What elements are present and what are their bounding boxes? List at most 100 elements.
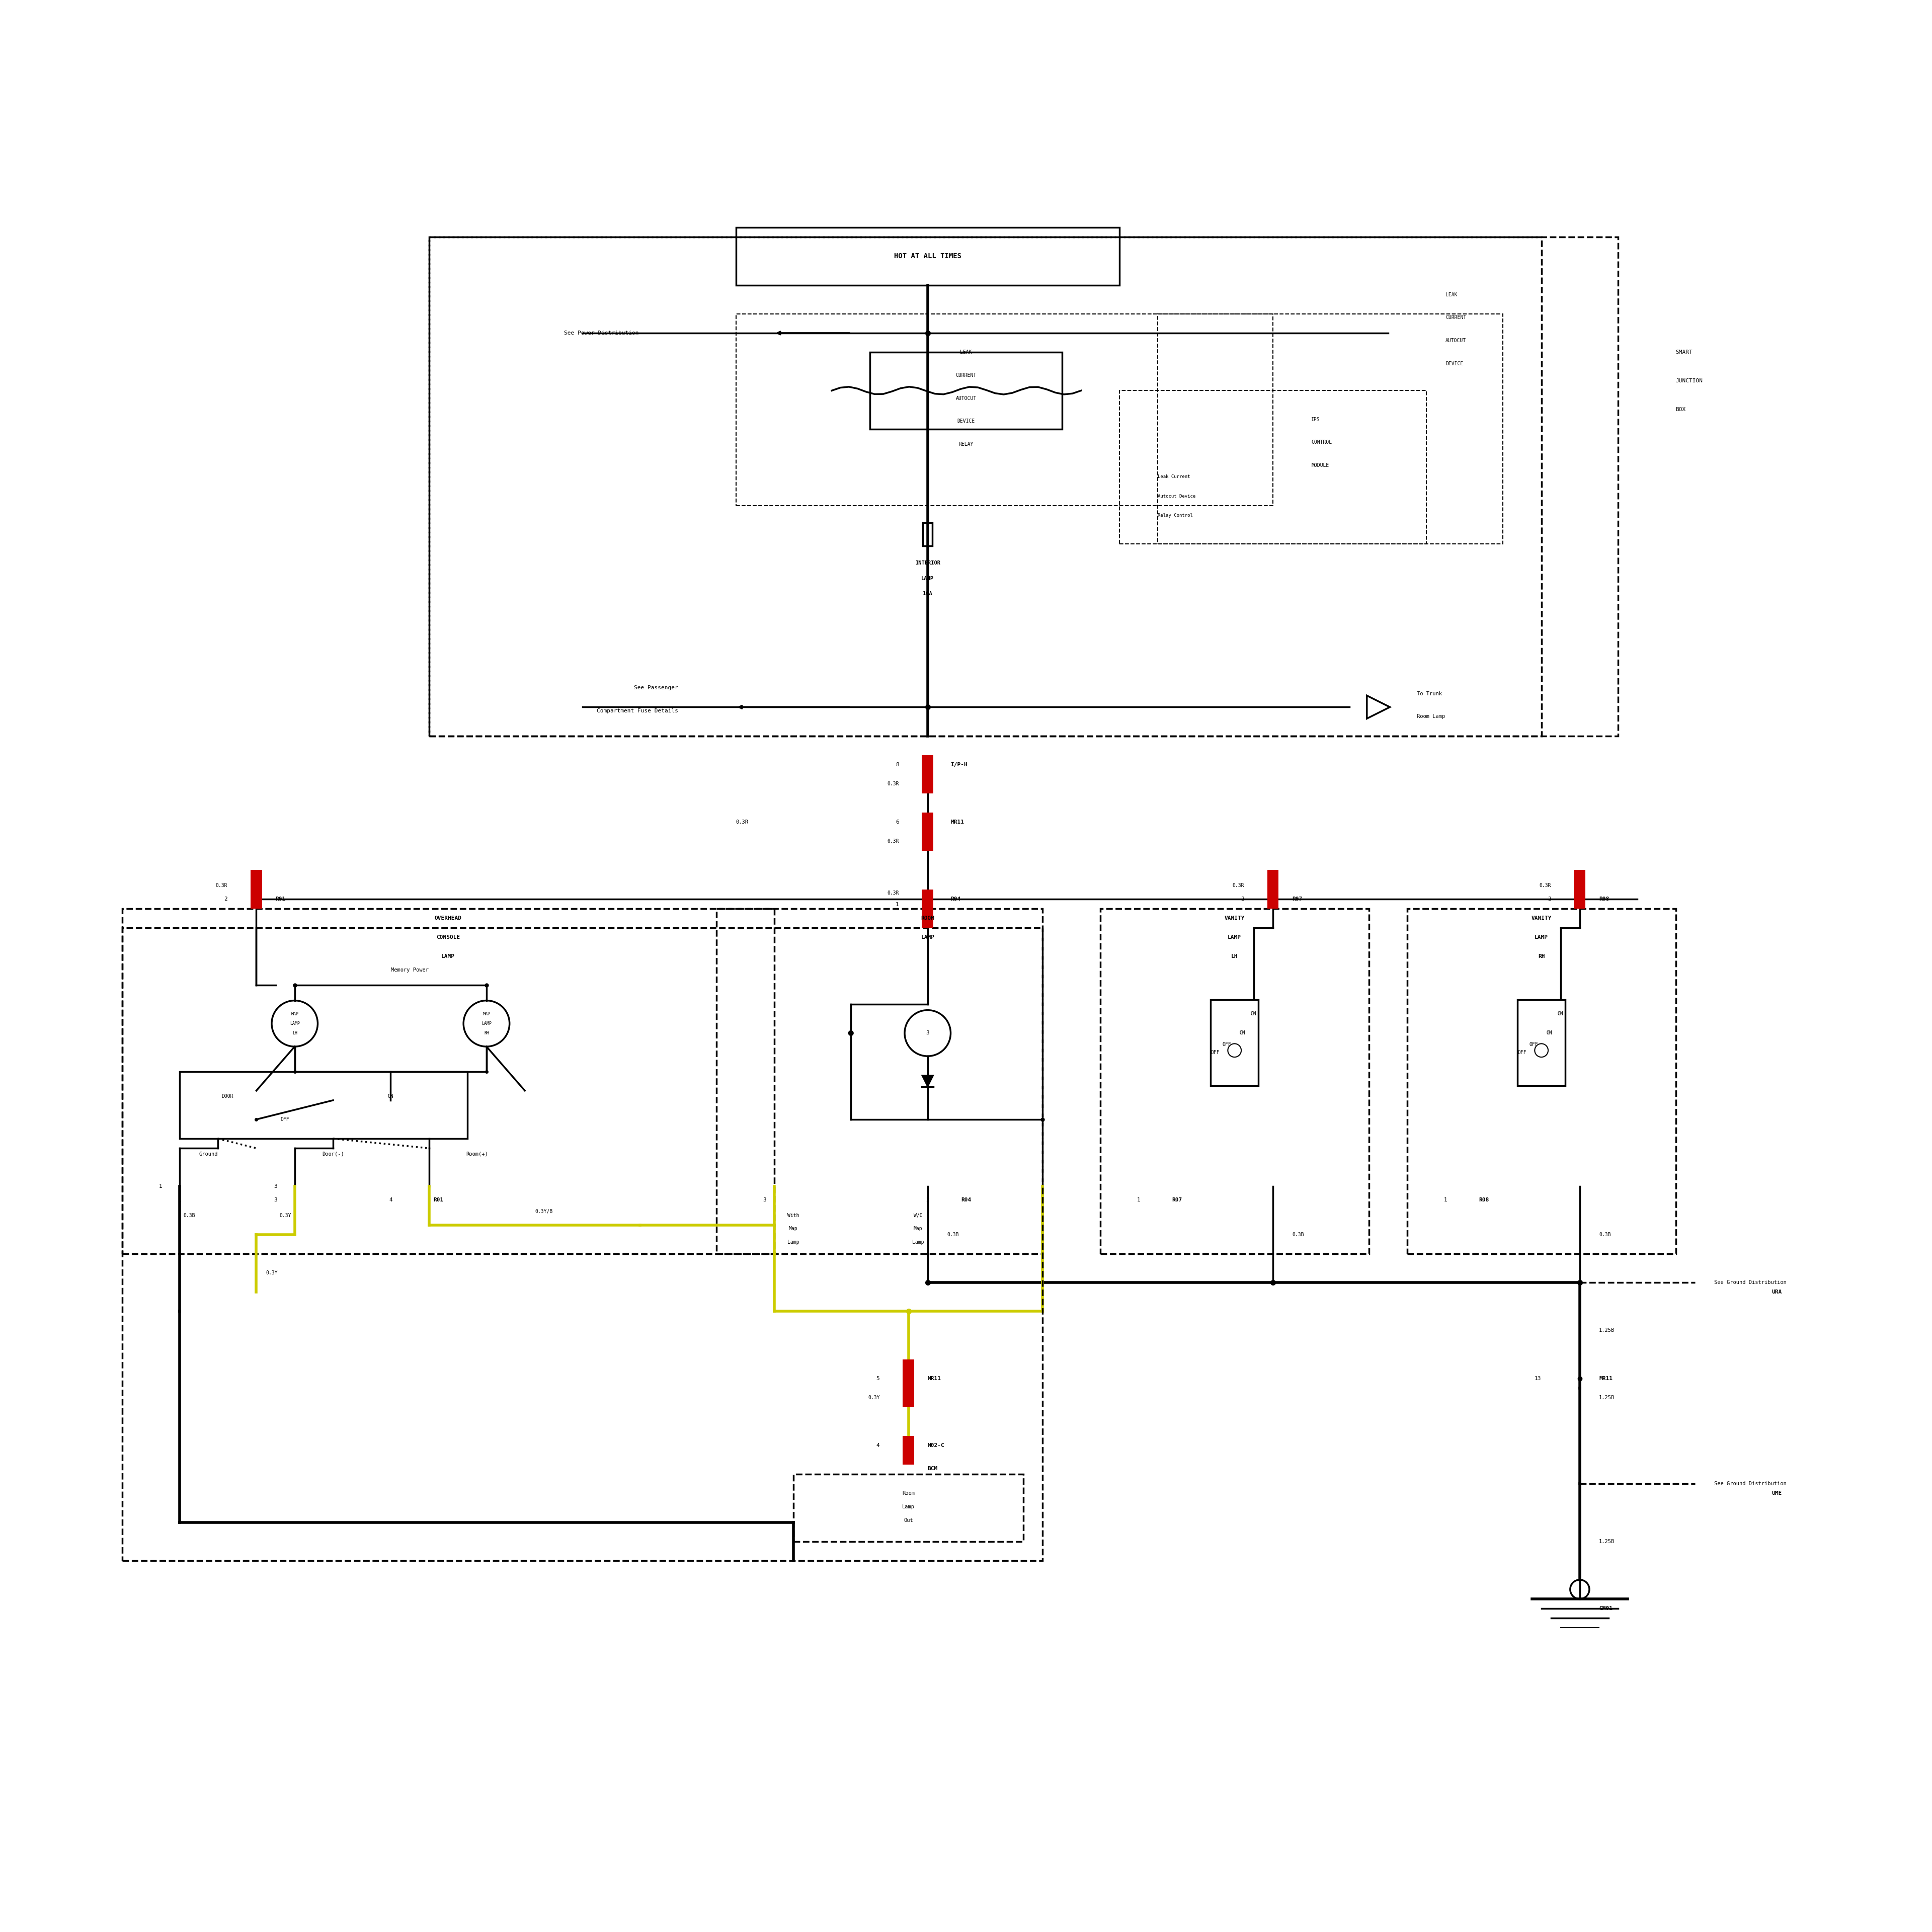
- Text: Room Lamp: Room Lamp: [1416, 715, 1445, 719]
- Text: Map: Map: [788, 1227, 798, 1231]
- Text: 1.25B: 1.25B: [1600, 1327, 1615, 1333]
- Text: 3: 3: [763, 1198, 767, 1202]
- Bar: [180, 1072, 468, 1138]
- Text: DEVICE: DEVICE: [956, 419, 976, 423]
- Text: ON: ON: [1238, 1030, 1244, 1036]
- Text: 4: 4: [388, 1198, 392, 1202]
- Text: 3: 3: [274, 1198, 276, 1202]
- Text: BOX: BOX: [1675, 408, 1687, 412]
- Text: Compartment Fuse Details: Compartment Fuse Details: [597, 709, 678, 713]
- Text: 1: 1: [1136, 1198, 1140, 1202]
- Bar: [251, 869, 263, 908]
- Text: AUTOCUT: AUTOCUT: [1445, 338, 1466, 344]
- Text: INTERIOR: INTERIOR: [916, 560, 941, 566]
- Text: Autocut Device: Autocut Device: [1157, 495, 1196, 498]
- Text: 0.3B: 0.3B: [947, 1233, 958, 1236]
- Text: 3: 3: [925, 1030, 929, 1036]
- Text: 2: 2: [1548, 896, 1551, 902]
- Text: 0.3R: 0.3R: [216, 883, 228, 889]
- Bar: [1575, 869, 1586, 908]
- Text: Out: Out: [904, 1519, 914, 1522]
- Text: IPS: IPS: [1312, 417, 1320, 421]
- Text: CONTROL: CONTROL: [1312, 440, 1331, 444]
- Text: BCM: BCM: [927, 1466, 937, 1470]
- Text: RH: RH: [1538, 954, 1546, 958]
- Text: RH: RH: [485, 1032, 489, 1036]
- Text: ON: ON: [1250, 1012, 1256, 1016]
- Text: 0.3Y: 0.3Y: [267, 1271, 278, 1275]
- Bar: [869, 352, 1063, 429]
- Text: 0.3B: 0.3B: [184, 1213, 195, 1217]
- Text: OFF: OFF: [1211, 1049, 1219, 1055]
- Bar: [122, 908, 775, 1254]
- Bar: [922, 889, 933, 927]
- Text: Map: Map: [914, 1227, 922, 1231]
- Text: 0.3R: 0.3R: [1540, 883, 1551, 889]
- Text: JUNCTION: JUNCTION: [1675, 379, 1702, 384]
- Text: R01: R01: [276, 896, 286, 902]
- Text: 1: 1: [895, 902, 898, 908]
- Text: 0.3R: 0.3R: [887, 891, 898, 896]
- Text: 0.3R: 0.3R: [887, 781, 898, 786]
- Text: Leak Current: Leak Current: [1157, 475, 1190, 479]
- Text: 3: 3: [274, 1184, 276, 1188]
- Text: R01: R01: [433, 1198, 444, 1202]
- Text: I/P-H: I/P-H: [951, 761, 968, 767]
- Text: See Passenger: See Passenger: [634, 686, 678, 690]
- Text: OFF: OFF: [1519, 1049, 1526, 1055]
- Text: SMART: SMART: [1675, 350, 1692, 355]
- Text: UME: UME: [1772, 1492, 1781, 1495]
- Bar: [922, 755, 933, 794]
- Text: 1: 1: [178, 1198, 182, 1202]
- Text: OFF: OFF: [1223, 1041, 1231, 1047]
- Text: R08: R08: [1600, 896, 1609, 902]
- Text: DEVICE: DEVICE: [1445, 361, 1463, 367]
- Text: LH: LH: [292, 1032, 298, 1036]
- Bar: [1099, 908, 1368, 1254]
- Text: LAMP: LAMP: [922, 576, 933, 582]
- Text: CONSOLE: CONSOLE: [437, 935, 460, 939]
- Bar: [1406, 908, 1675, 1254]
- Bar: [717, 908, 1043, 1254]
- Bar: [902, 1360, 914, 1406]
- Text: VANITY: VANITY: [1225, 916, 1244, 920]
- Bar: [923, 524, 933, 547]
- Text: GM01: GM01: [1600, 1605, 1613, 1611]
- Text: MR11: MR11: [927, 1376, 941, 1381]
- Text: R08: R08: [1478, 1198, 1490, 1202]
- Bar: [429, 238, 1542, 736]
- Text: URA: URA: [1772, 1289, 1781, 1294]
- Text: MODULE: MODULE: [1312, 464, 1329, 468]
- Text: 0.3B: 0.3B: [1293, 1233, 1304, 1236]
- Text: Room: Room: [902, 1492, 914, 1495]
- Text: ON: ON: [1557, 1012, 1563, 1016]
- Polygon shape: [922, 1076, 933, 1088]
- Text: MR11: MR11: [1600, 1376, 1613, 1381]
- Text: 0.3Y: 0.3Y: [867, 1395, 879, 1401]
- Bar: [922, 813, 933, 850]
- Text: 0.3R: 0.3R: [736, 819, 748, 825]
- Text: 8: 8: [895, 761, 898, 767]
- Bar: [736, 228, 1119, 286]
- Text: VANITY: VANITY: [1532, 916, 1551, 920]
- Text: W/O: W/O: [914, 1213, 922, 1217]
- Text: CURRENT: CURRENT: [1445, 315, 1466, 321]
- Text: 0.3Y/B: 0.3Y/B: [535, 1209, 553, 1213]
- Text: 0.3Y: 0.3Y: [280, 1213, 292, 1217]
- Bar: [1517, 999, 1565, 1086]
- Text: ON: ON: [1546, 1030, 1551, 1036]
- Text: Memory Power: Memory Power: [390, 968, 429, 972]
- Text: 6: 6: [895, 819, 898, 825]
- Text: OVERHEAD: OVERHEAD: [435, 916, 462, 920]
- Text: RELAY: RELAY: [958, 442, 974, 446]
- Bar: [1119, 390, 1426, 545]
- Text: 10A: 10A: [923, 591, 933, 597]
- Text: See Ground Distribution: See Ground Distribution: [1714, 1281, 1787, 1285]
- Text: 1.25B: 1.25B: [1600, 1540, 1615, 1544]
- Text: To Trunk: To Trunk: [1416, 692, 1441, 696]
- Bar: [1267, 869, 1279, 908]
- Text: AUTOCUT: AUTOCUT: [956, 396, 976, 400]
- Text: 2: 2: [1240, 896, 1244, 902]
- Text: OFF: OFF: [1530, 1041, 1538, 1047]
- Text: Door(-): Door(-): [323, 1151, 344, 1157]
